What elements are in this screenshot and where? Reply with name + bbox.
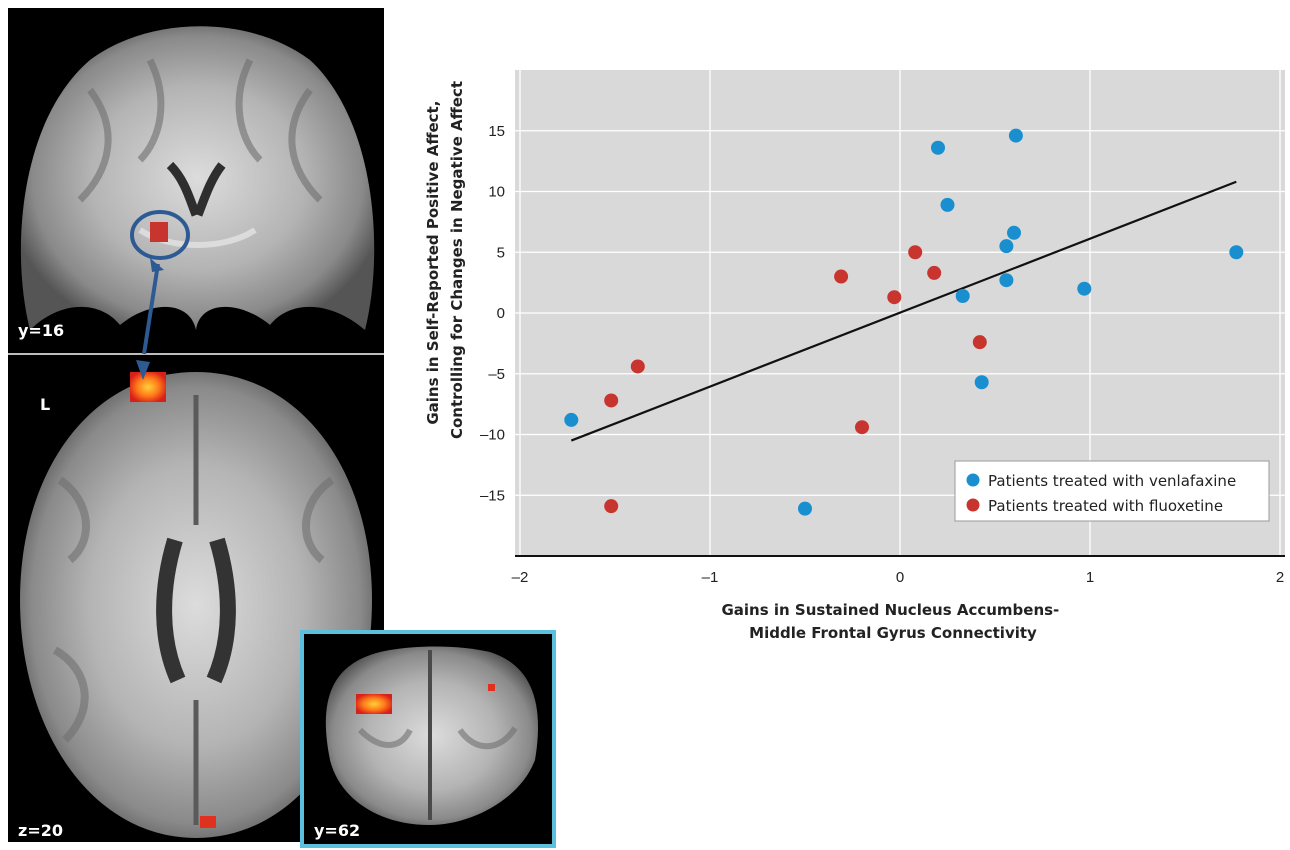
- brain-images-panel: y=16 L z=20 y=62: [8, 8, 556, 848]
- venlafaxine-point: [931, 140, 945, 155]
- venlafaxine-point: [999, 239, 1014, 254]
- x-axis-title-line-2: Middle Frontal Gyrus Connectivity: [749, 624, 1037, 642]
- venlafaxine-point: [564, 412, 579, 427]
- x-tick-label: 0: [896, 569, 904, 586]
- fluoxetine-point: [604, 393, 619, 408]
- fluoxetine-point: [887, 290, 902, 305]
- data-points: [564, 128, 1244, 516]
- inset-slice: y=62: [300, 630, 556, 848]
- coronal-slice-label: y=16: [18, 321, 64, 340]
- venlafaxine-point: [974, 375, 989, 390]
- y-axis-title-line-2: Controlling for Changes in Negative Affe…: [448, 81, 466, 439]
- x-tick-label: 2: [1276, 569, 1284, 586]
- legend-box: [954, 460, 1270, 522]
- legend-marker-venlafaxine: [966, 473, 980, 487]
- fluoxetine-point: [630, 359, 645, 374]
- coronal-slice-top: y=16: [8, 8, 384, 354]
- grid-lines: [515, 70, 1285, 556]
- venlafaxine-point: [940, 197, 955, 212]
- x-axis-title-line-1: Gains in Sustained Nucleus Accumbens-: [721, 601, 1059, 619]
- x-tick-label: –1: [702, 569, 719, 586]
- venlafaxine-point: [798, 501, 812, 516]
- y-tick-label: –10: [480, 427, 505, 444]
- x-axis-ticks: –2 –1 0 1 2: [512, 569, 1285, 586]
- fluoxetine-point: [834, 269, 849, 284]
- x-axis-title: Gains in Sustained Nucleus Accumbens- Mi…: [721, 601, 1064, 642]
- fluoxetine-point: [927, 265, 942, 280]
- regression-line: [570, 180, 1237, 442]
- y-axis-title-line-1: Gains in Self-Reported Positive Affect,: [424, 101, 442, 425]
- fluoxetine-point: [604, 499, 619, 514]
- y-axis-title: Gains in Self-Reported Positive Affect, …: [424, 81, 466, 439]
- inset-slice-label: y=62: [314, 821, 360, 840]
- axial-slice-label: z=20: [18, 821, 63, 840]
- venlafaxine-point: [999, 273, 1014, 288]
- y-axis-ticks: 15 10 5 0 –5 –10 –15: [480, 123, 505, 505]
- venlafaxine-point: [1077, 281, 1092, 296]
- venlafaxine-point: [1007, 225, 1021, 240]
- x-tick-label: 1: [1086, 569, 1094, 586]
- fluoxetine-point: [855, 420, 869, 435]
- venlafaxine-point: [1008, 128, 1023, 143]
- connection-arrow: [136, 258, 164, 380]
- legend-label-venlafaxine: Patients treated with venlafaxine: [988, 472, 1236, 490]
- y-tick-label: 10: [488, 184, 505, 201]
- venlafaxine-point: [1229, 245, 1244, 260]
- x-tick-label: –2: [512, 569, 529, 586]
- venlafaxine-point: [955, 288, 970, 303]
- legend-marker-fluoxetine: [966, 498, 980, 512]
- y-tick-label: 0: [497, 305, 505, 322]
- fluoxetine-point: [908, 245, 923, 260]
- y-tick-label: 15: [488, 123, 505, 140]
- legend: Patients treated with venlafaxine Patien…: [954, 460, 1270, 522]
- fluoxetine-point: [972, 335, 987, 350]
- legend-label-fluoxetine: Patients treated with fluoxetine: [988, 497, 1223, 515]
- hemisphere-label: L: [40, 395, 50, 414]
- y-tick-label: –15: [480, 487, 505, 504]
- y-tick-label: 5: [497, 244, 505, 261]
- y-tick-label: –5: [488, 366, 505, 383]
